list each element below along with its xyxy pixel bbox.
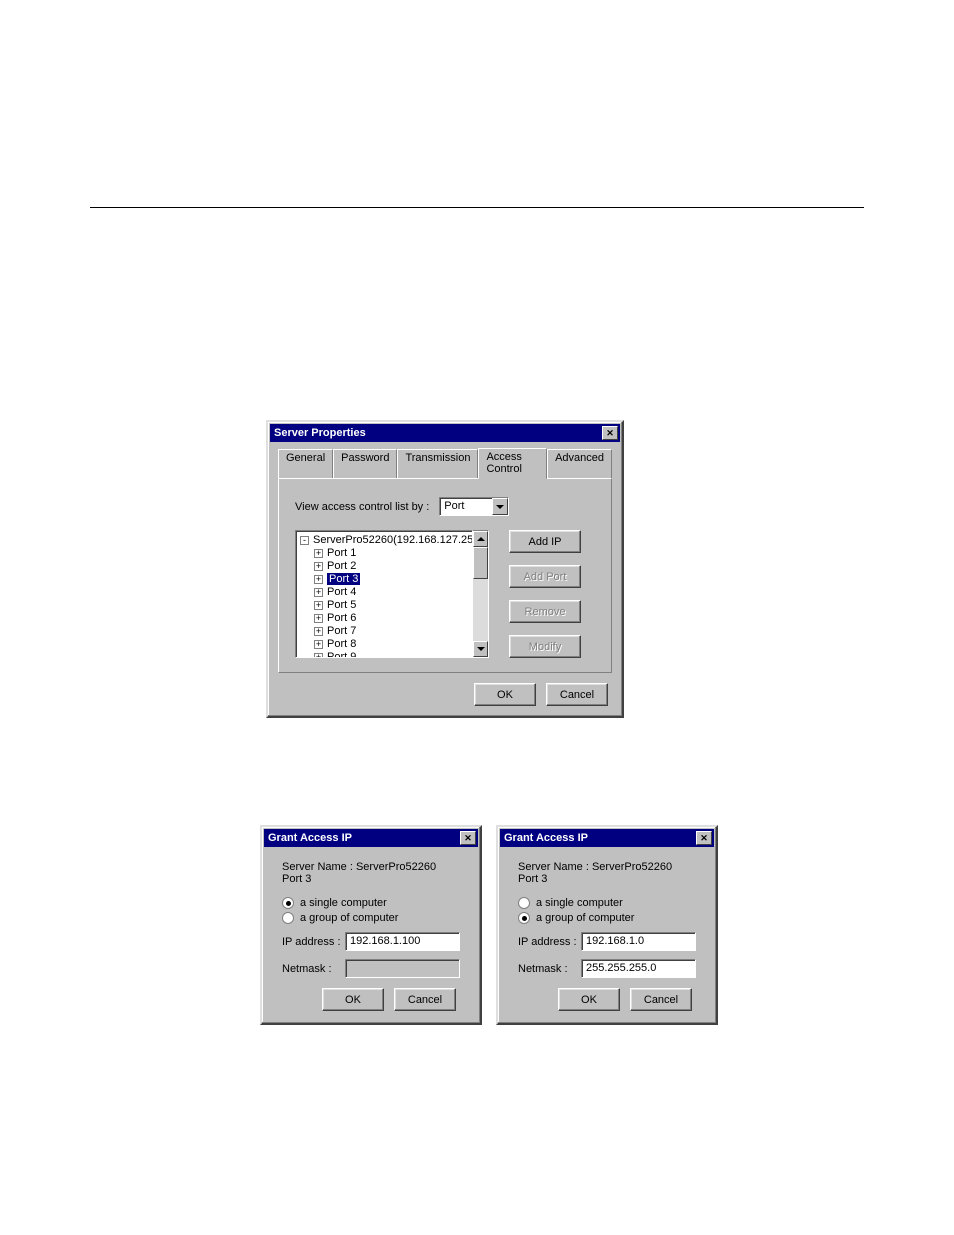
tab-advanced[interactable]: Advanced xyxy=(547,449,612,479)
radio-group-row[interactable]: a group of computer xyxy=(518,912,696,924)
add-port-button: Add Port xyxy=(509,565,581,588)
titlebar: Grant Access IP ✕ xyxy=(500,829,714,847)
expand-icon[interactable]: + xyxy=(314,549,323,558)
tab-panel: View access control list by : Port -Serv… xyxy=(278,478,612,673)
ok-button[interactable]: OK xyxy=(558,988,620,1011)
radio-group[interactable] xyxy=(518,912,530,924)
collapse-icon[interactable]: - xyxy=(300,536,309,545)
radio-single-row[interactable]: a single computer xyxy=(282,897,460,909)
expand-icon[interactable]: + xyxy=(314,614,323,623)
scroll-thumb[interactable] xyxy=(473,547,488,579)
tab-transmission[interactable]: Transmission xyxy=(397,449,478,479)
scroll-up-icon[interactable] xyxy=(473,531,488,547)
tree-item-label: Port 3 xyxy=(327,573,360,585)
close-icon[interactable]: ✕ xyxy=(460,831,476,845)
ip-label: IP address : xyxy=(518,936,581,948)
netmask-label: Netmask : xyxy=(518,963,581,975)
netmask-input xyxy=(345,959,460,978)
modify-button: Modify xyxy=(509,635,581,658)
radio-single[interactable] xyxy=(518,897,530,909)
view-by-select[interactable]: Port xyxy=(439,497,509,516)
tree-item-label: Port 9 xyxy=(327,651,356,658)
tree-item-label: Port 1 xyxy=(327,547,356,559)
scrollbar[interactable] xyxy=(473,530,489,658)
expand-icon[interactable]: + xyxy=(314,627,323,636)
tree-item[interactable]: + Port 5 xyxy=(300,599,468,612)
view-by-label: View access control list by : xyxy=(295,501,429,513)
radio-single-row[interactable]: a single computer xyxy=(518,897,696,909)
scroll-track[interactable] xyxy=(473,579,488,641)
ip-input[interactable]: 192.168.1.100 xyxy=(345,932,460,951)
close-icon[interactable]: ✕ xyxy=(602,426,618,440)
port-label: Port 3 xyxy=(282,873,460,885)
radio-group[interactable] xyxy=(282,912,294,924)
radio-group-row[interactable]: a group of computer xyxy=(282,912,460,924)
cancel-button[interactable]: Cancel xyxy=(546,683,608,706)
tree-item-label: Port 6 xyxy=(327,612,356,624)
grant-access-dialog-group: Grant Access IP ✕ Server Name : ServerPr… xyxy=(496,825,718,1025)
scroll-down-icon[interactable] xyxy=(473,641,488,657)
window-title: Grant Access IP xyxy=(268,832,352,844)
tree-item[interactable]: + Port 1 xyxy=(300,547,468,560)
window-title: Server Properties xyxy=(274,427,366,439)
access-tree[interactable]: -ServerPro52260(192.168.127.254) + Port 1… xyxy=(295,530,473,658)
cancel-button[interactable]: Cancel xyxy=(630,988,692,1011)
tab-access-control[interactable]: Access Control xyxy=(478,448,547,479)
expand-icon[interactable]: + xyxy=(314,653,323,658)
server-properties-dialog: Server Properties ✕ General Password Tra… xyxy=(266,420,624,718)
tree-item-label: Port 8 xyxy=(327,638,356,650)
expand-icon[interactable]: + xyxy=(314,640,323,649)
server-name-label: Server Name : ServerPro52260 xyxy=(282,861,460,873)
titlebar: Server Properties ✕ xyxy=(270,424,620,442)
ok-button[interactable]: OK xyxy=(322,988,384,1011)
ip-input[interactable]: 192.168.1.0 xyxy=(581,932,696,951)
expand-icon[interactable]: + xyxy=(314,562,323,571)
view-by-value: Port xyxy=(440,498,492,515)
netmask-input[interactable]: 255.255.255.0 xyxy=(581,959,696,978)
tree-item[interactable]: + Port 6 xyxy=(300,612,468,625)
tree-item[interactable]: + Port 7 xyxy=(300,625,468,638)
tree-item-label: Port 7 xyxy=(327,625,356,637)
tab-password[interactable]: Password xyxy=(333,449,397,479)
tree-item[interactable]: + Port 9 xyxy=(300,651,468,658)
tree-item-label: Port 4 xyxy=(327,586,356,598)
expand-icon[interactable]: + xyxy=(314,588,323,597)
chevron-down-icon[interactable] xyxy=(492,498,508,515)
expand-icon[interactable]: + xyxy=(314,575,323,584)
ip-label: IP address : xyxy=(282,936,345,948)
tree-item[interactable]: + Port 3 xyxy=(300,573,468,586)
grant-access-dialog-single: Grant Access IP ✕ Server Name : ServerPr… xyxy=(260,825,482,1025)
cancel-button[interactable]: Cancel xyxy=(394,988,456,1011)
tree-root[interactable]: -ServerPro52260(192.168.127.254) xyxy=(300,534,468,547)
port-label: Port 3 xyxy=(518,873,696,885)
ok-button[interactable]: OK xyxy=(474,683,536,706)
close-icon[interactable]: ✕ xyxy=(696,831,712,845)
tree-item-label: Port 2 xyxy=(327,560,356,572)
expand-icon[interactable]: + xyxy=(314,601,323,610)
tree-item[interactable]: + Port 8 xyxy=(300,638,468,651)
tab-strip: General Password Transmission Access Con… xyxy=(278,449,612,479)
titlebar: Grant Access IP ✕ xyxy=(264,829,478,847)
tree-item[interactable]: + Port 4 xyxy=(300,586,468,599)
tab-general[interactable]: General xyxy=(278,449,333,479)
add-ip-button[interactable]: Add IP xyxy=(509,530,581,553)
radio-single[interactable] xyxy=(282,897,294,909)
tree-item-label: Port 5 xyxy=(327,599,356,611)
netmask-label: Netmask : xyxy=(282,963,345,975)
server-name-label: Server Name : ServerPro52260 xyxy=(518,861,696,873)
remove-button: Remove xyxy=(509,600,581,623)
window-title: Grant Access IP xyxy=(504,832,588,844)
tree-item[interactable]: + Port 2 xyxy=(300,560,468,573)
header-rule xyxy=(90,207,864,208)
